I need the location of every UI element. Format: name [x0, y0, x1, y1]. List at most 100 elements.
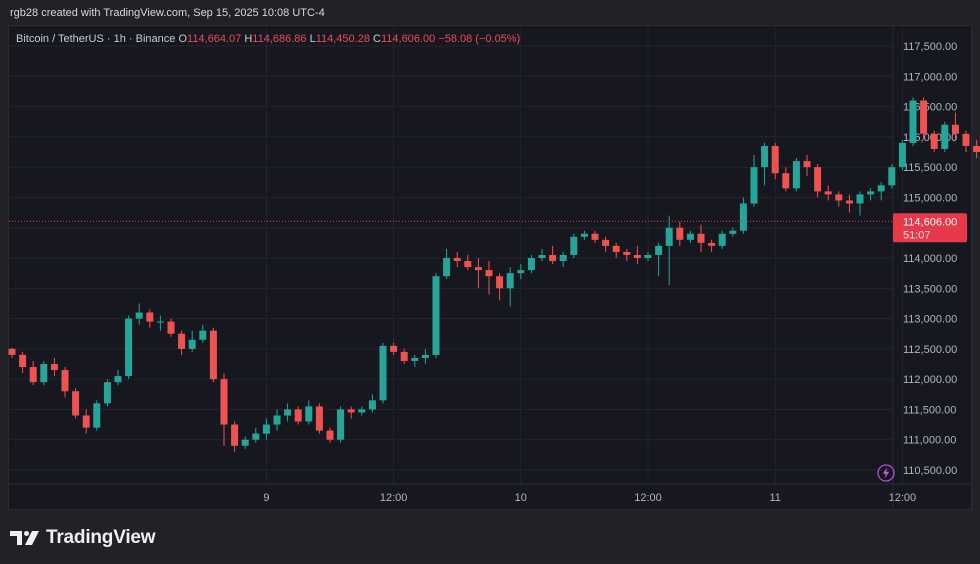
candle-body [538, 254, 546, 258]
x-tick-label: 12:00 [889, 492, 917, 504]
tradingview-logo[interactable]: TradingView [10, 527, 156, 549]
candle-body [443, 258, 451, 277]
candle-body [167, 321, 175, 334]
candle-body [824, 191, 832, 195]
candle-body [655, 245, 663, 255]
candle-body [82, 415, 90, 428]
candle-body [803, 161, 811, 168]
high-value: 114,686.86 [252, 33, 307, 45]
y-tick-label: 117,500.00 [903, 41, 957, 53]
candle-body [231, 424, 239, 446]
candle-body [305, 406, 313, 422]
candle-body [708, 242, 716, 246]
candle-body [877, 185, 885, 192]
candle-body [337, 409, 345, 440]
candle-body [930, 133, 938, 149]
candle-body [845, 200, 853, 204]
y-tick-label: 114,000.00 [903, 253, 957, 265]
symbol-label: Bitcoin / TetherUS · 1h · Binance [16, 33, 176, 45]
candle-body [252, 433, 260, 440]
candle-body [835, 194, 843, 201]
candle-body [199, 330, 207, 340]
x-tick-label: 11 [769, 492, 780, 504]
candle-body [421, 354, 429, 358]
candle-body [867, 191, 875, 195]
y-tick-label: 117,000.00 [903, 71, 957, 83]
bar-countdown: 51:07 [903, 229, 931, 241]
candle-body [40, 364, 48, 383]
candle-body [19, 354, 27, 368]
x-tick-label: 12:00 [380, 492, 408, 504]
candle-body [453, 258, 461, 262]
candle-body [814, 167, 822, 192]
candle-body [686, 233, 694, 240]
candle-body [612, 245, 620, 252]
candle-body [156, 321, 164, 323]
candle-body [496, 276, 504, 289]
candle-body [951, 124, 959, 134]
y-tick-label: 113,000.00 [903, 314, 957, 326]
candle-body [633, 254, 641, 258]
y-tick-label: 110,500.00 [903, 465, 957, 477]
tradingview-logo-icon [10, 531, 39, 545]
change-value: −58.08 (−0.05%) [438, 33, 521, 45]
candle-body [517, 270, 525, 274]
candle-body [474, 267, 482, 271]
low-label: L [309, 33, 316, 45]
symbol-legend: Bitcoin / TetherUS · 1h · Binance O114,6… [16, 33, 520, 45]
y-tick-label: 112,500.00 [903, 344, 957, 356]
candle-body [676, 227, 684, 240]
close-label: C [373, 33, 381, 45]
candle-body [390, 345, 398, 352]
candle-body [125, 318, 133, 377]
candle-body [973, 145, 980, 152]
candle-body [888, 167, 896, 186]
candle-body [93, 403, 101, 428]
candle-body [29, 367, 37, 383]
high-label: H [244, 33, 253, 45]
candle-body [750, 167, 758, 204]
x-tick-label: 9 [263, 492, 269, 504]
candle-body [294, 409, 302, 422]
candle-body [411, 357, 419, 361]
y-tick-label: 111,000.00 [903, 435, 956, 447]
candle-body [697, 233, 705, 243]
candle-body [549, 254, 557, 262]
candle-body [506, 273, 514, 289]
candle-body [315, 406, 323, 431]
candle-body [485, 270, 493, 277]
candle-body [368, 400, 376, 410]
candle-body [241, 439, 249, 446]
candle-body [262, 424, 270, 434]
y-tick-label: 111,500.00 [903, 404, 956, 416]
lightning-bolt-icon[interactable] [877, 464, 895, 482]
y-tick-label: 112,000.00 [903, 374, 957, 386]
candle-body [570, 236, 578, 255]
low-value: 114,450.28 [315, 33, 370, 45]
candle-body [591, 233, 599, 240]
candle-body [326, 430, 334, 440]
candle-body [909, 100, 917, 143]
candle-body [739, 203, 747, 231]
open-label: O [178, 33, 188, 45]
candle-body [61, 370, 69, 392]
candle-body [146, 312, 154, 322]
candle-body [72, 391, 80, 416]
candle-body [103, 382, 111, 404]
open-value: 114,664.07 [187, 33, 242, 45]
candle-body [580, 233, 588, 237]
candle-body [400, 351, 408, 361]
candle-body [665, 227, 673, 246]
candle-body [761, 145, 769, 168]
y-tick-label: 115,000.00 [903, 192, 957, 204]
candle-body [114, 376, 122, 383]
tradingview-brand: TradingView [46, 527, 156, 548]
candle-body [782, 173, 790, 189]
chart-credit: rgb28 created with TradingView.com, Sep … [10, 7, 325, 19]
y-tick-label: 116,500.00 [903, 102, 957, 114]
candle-body [50, 364, 58, 371]
candle-body [771, 145, 779, 174]
chart-panel [8, 25, 972, 510]
close-value: 114,606.00 [380, 33, 436, 45]
